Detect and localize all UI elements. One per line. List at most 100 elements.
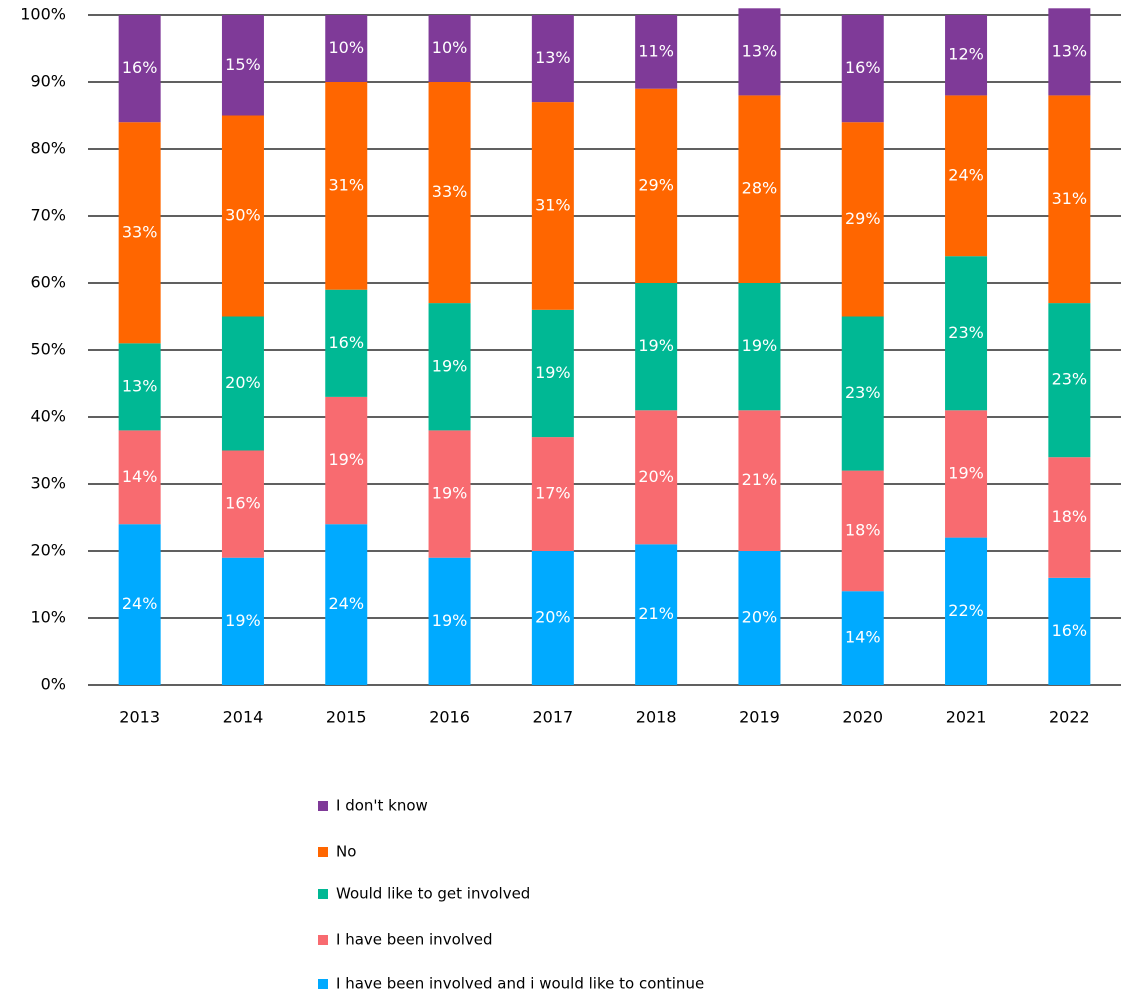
data-label: 19% xyxy=(638,336,674,355)
bar-segment xyxy=(841,470,884,592)
bar-segment xyxy=(1048,303,1091,458)
data-label: 13% xyxy=(1052,41,1088,60)
legend-label: I don't know xyxy=(336,797,428,815)
data-label: 10% xyxy=(432,38,468,57)
bar-segment xyxy=(1048,577,1091,685)
y-tick-label: 30% xyxy=(30,474,66,493)
bar-segment xyxy=(635,410,678,545)
bar-segment xyxy=(428,557,471,685)
bar-segment xyxy=(635,544,678,685)
data-label: 29% xyxy=(845,209,881,228)
bar-segment xyxy=(1048,457,1091,578)
bar-segment xyxy=(221,316,264,451)
data-label: 19% xyxy=(432,484,468,503)
bar-segment xyxy=(428,82,471,304)
data-label: 13% xyxy=(742,41,778,60)
legend-swatch xyxy=(318,979,328,989)
bar-segment xyxy=(428,15,471,82)
bar-segment xyxy=(945,15,988,96)
data-label: 20% xyxy=(742,608,778,627)
data-label: 19% xyxy=(535,363,571,382)
legend-swatch xyxy=(318,847,328,857)
bar-segment xyxy=(945,256,988,411)
bar-segment xyxy=(738,551,781,685)
data-label: 30% xyxy=(225,206,261,225)
data-label: 13% xyxy=(535,48,571,67)
data-label: 16% xyxy=(122,58,158,77)
data-label: 19% xyxy=(948,463,984,482)
y-tick-label: 90% xyxy=(30,72,66,91)
bar-segment xyxy=(945,410,988,538)
x-tick-label: 2015 xyxy=(326,708,367,727)
y-tick-label: 100% xyxy=(20,5,66,24)
bar-segment xyxy=(428,430,471,558)
y-tick-label: 80% xyxy=(30,139,66,158)
data-label: 24% xyxy=(122,594,158,613)
bar-segment xyxy=(325,289,368,397)
data-label: 21% xyxy=(638,604,674,623)
bar-segment xyxy=(118,524,161,685)
bar-segment xyxy=(635,88,678,283)
bar-segment xyxy=(531,309,574,438)
data-label: 18% xyxy=(1052,507,1088,526)
data-label: 22% xyxy=(948,601,984,620)
data-label: 23% xyxy=(845,383,881,402)
x-tick-label: 2013 xyxy=(119,708,160,727)
data-label: 13% xyxy=(122,376,158,395)
data-label: 20% xyxy=(638,467,674,486)
y-tick-label: 40% xyxy=(30,407,66,426)
bar-segment xyxy=(325,82,368,290)
data-label: 18% xyxy=(845,520,881,539)
data-label: 31% xyxy=(328,175,364,194)
bar-segment xyxy=(531,15,574,103)
bar-segment xyxy=(221,450,264,558)
data-label: 19% xyxy=(225,611,261,630)
y-tick-label: 70% xyxy=(30,206,66,225)
y-tick-label: 0% xyxy=(41,675,66,694)
data-label: 16% xyxy=(225,494,261,513)
bar-segment xyxy=(1048,95,1091,304)
bar-segment xyxy=(325,524,368,685)
x-tick-label: 2019 xyxy=(739,708,780,727)
x-tick-label: 2016 xyxy=(429,708,470,727)
legend-label: No xyxy=(336,843,356,861)
data-label: 16% xyxy=(1052,621,1088,640)
x-tick-label: 2021 xyxy=(946,708,987,727)
data-label: 19% xyxy=(432,611,468,630)
y-tick-label: 10% xyxy=(30,608,66,627)
data-label: 16% xyxy=(328,333,364,352)
bar-segment xyxy=(325,396,368,525)
bar-segment xyxy=(118,15,161,123)
data-label: 14% xyxy=(122,467,158,486)
data-label: 19% xyxy=(328,450,364,469)
data-label: 24% xyxy=(328,594,364,613)
y-tick-label: 50% xyxy=(30,340,66,359)
data-label: 28% xyxy=(742,179,778,198)
data-label: 23% xyxy=(948,323,984,342)
bar-segment xyxy=(1048,8,1091,96)
data-label: 19% xyxy=(432,356,468,375)
data-label: 31% xyxy=(535,195,571,214)
data-label: 31% xyxy=(1052,189,1088,208)
x-tick-label: 2018 xyxy=(636,708,677,727)
bar-segment xyxy=(841,15,884,123)
data-label: 11% xyxy=(638,41,674,60)
bar-segment xyxy=(841,122,884,317)
x-tick-label: 2017 xyxy=(532,708,573,727)
bar-segment xyxy=(841,591,884,685)
bar-segment xyxy=(635,15,678,89)
data-label: 10% xyxy=(328,38,364,57)
data-label: 20% xyxy=(535,608,571,627)
x-tick-label: 2014 xyxy=(223,708,264,727)
data-label: 20% xyxy=(225,373,261,392)
bar-segment xyxy=(841,316,884,471)
bar-segment xyxy=(428,303,471,431)
bar-segment xyxy=(531,102,574,310)
bar-segment xyxy=(738,95,781,284)
bar-segment xyxy=(531,437,574,551)
legend-label: I have been involved and i would like to… xyxy=(336,975,704,993)
data-label: 12% xyxy=(948,45,984,64)
data-label: 19% xyxy=(742,336,778,355)
data-label: 23% xyxy=(1052,370,1088,389)
